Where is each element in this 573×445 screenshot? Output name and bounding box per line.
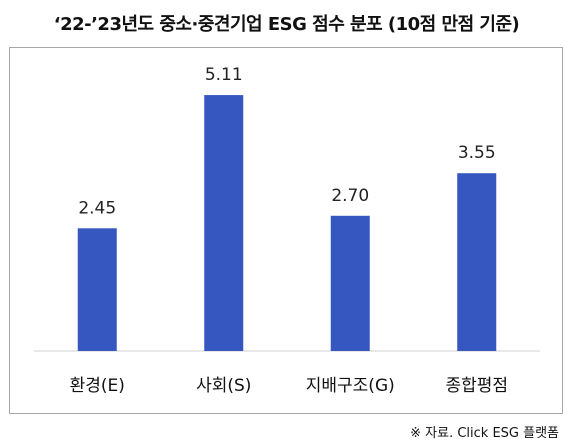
category-label-0: 환경(E) — [70, 376, 125, 396]
category-label-1: 사회(S) — [196, 376, 251, 396]
bar-3 — [457, 173, 497, 351]
data-label-0: 2.45 — [78, 198, 116, 218]
chart-frame — [9, 47, 563, 414]
bar-1 — [204, 95, 244, 351]
category-label-3: 종합평점 — [445, 376, 508, 396]
source-note: ※ 자료. Click ESG 플랫폼 — [410, 426, 559, 441]
bar-2 — [330, 215, 370, 351]
chart-title: ‘22-’23년도 중소·중견기업 ESG 점수 분포 (10점 만점 기준) — [53, 14, 520, 35]
data-label-3: 3.55 — [458, 143, 496, 163]
bar-0 — [77, 228, 117, 351]
data-label-1: 5.11 — [205, 65, 243, 85]
data-label-2: 2.70 — [331, 186, 369, 206]
category-label-2: 지배구조(G) — [306, 376, 395, 396]
